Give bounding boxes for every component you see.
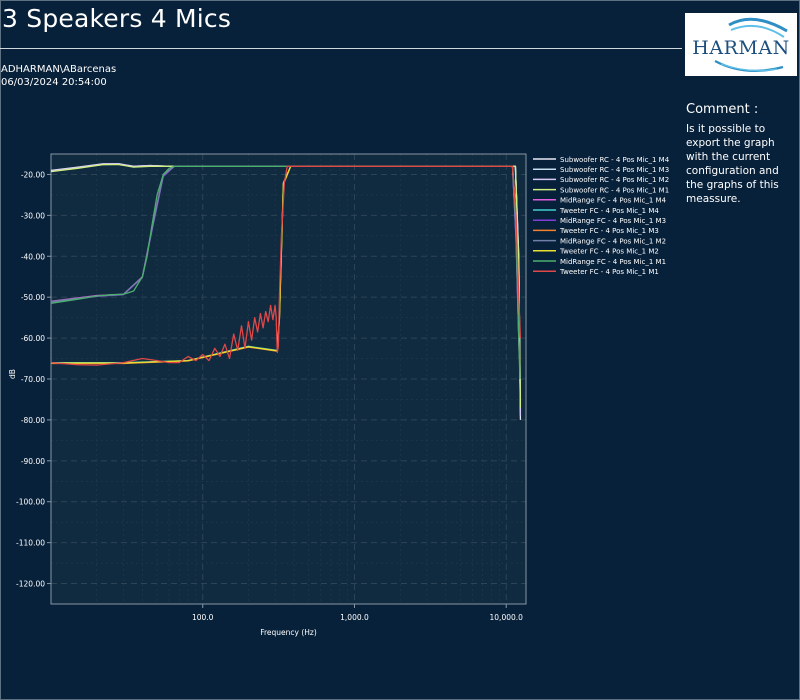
y-tick-label: -110.00 (16, 539, 45, 548)
y-tick-label: -90.00 (21, 457, 45, 466)
report-meta: ADHARMAN\ABarcenas 06/03/2024 20:54:00 (1, 63, 116, 89)
title-divider (0, 48, 682, 49)
x-axis-label: Frequency (Hz) (260, 628, 317, 637)
series-line-12 (50, 165, 522, 366)
logo-swoosh-icon (714, 17, 788, 72)
y-tick-label: -40.00 (21, 252, 45, 261)
x-tick-label: 1,000.0 (340, 613, 369, 622)
legend-label: Tweeter FC - 4 Pos Mic_1 M1 (559, 268, 659, 276)
legend-label: Subwoofer RC - 4 Pos Mic_1 M3 (560, 166, 669, 174)
x-tick-label: 100.0 (192, 613, 214, 622)
legend: Subwoofer RC - 4 Pos Mic_1 M4 Subwoofer R… (533, 156, 670, 276)
tick-labels: -20.00 -30.00 -40.00 -50.00 -60.00 -70.00 -80.… (16, 170, 523, 622)
legend-label: Tweeter FC - 4 Pos Mic_1 M2 (559, 248, 659, 256)
legend-label: MidRange FC - 4 Pos Mic_1 M1 (560, 258, 666, 266)
comment-text: Is it possible to export the graph with … (686, 123, 779, 205)
x-tick-label: 10,000.0 (490, 613, 524, 622)
y-tick-label: -50.00 (21, 293, 45, 302)
y-tick-label: -70.00 (21, 375, 45, 384)
y-tick-label: -60.00 (21, 334, 45, 343)
legend-label: MidRange FC - 4 Pos Mic_1 M4 (560, 197, 667, 205)
axes (47, 153, 527, 608)
page-title: 3 Speakers 4 Mics (2, 4, 232, 33)
legend-label: Subwoofer RC - 4 Pos Mic_1 M2 (560, 176, 669, 184)
grid-lines (51, 154, 526, 605)
y-axis-label: dB (8, 369, 17, 379)
series-lines (50, 163, 522, 420)
y-tick-label: -30.00 (21, 211, 45, 220)
user-name: ADHARMAN\ABarcenas (1, 64, 117, 75)
logo-wordmark: HARMAN (692, 37, 790, 59)
legend-label: MidRange FC - 4 Pos Mic_1 M3 (560, 217, 666, 225)
harman-logo: HARMAN (685, 13, 797, 76)
comment-heading: Comment : (686, 102, 759, 117)
legend-label: Tweeter FC - 4 Pos Mic_1 M4 (559, 207, 659, 215)
legend-label: Subwoofer RC - 4 Pos Mic_1 M1 (560, 186, 669, 194)
y-tick-label: -20.00 (21, 170, 45, 179)
legend-label: Tweeter FC - 4 Pos Mic_1 M3 (559, 227, 659, 235)
legend-label: MidRange FC - 4 Pos Mic_1 M2 (560, 237, 666, 245)
timestamp: 06/03/2024 20:54:00 (1, 77, 107, 88)
y-tick-label: -80.00 (21, 416, 45, 425)
y-tick-label: -120.00 (16, 580, 45, 589)
legend-label: Subwoofer RC - 4 Pos Mic_1 M4 (560, 156, 670, 164)
y-tick-label: -100.00 (16, 498, 45, 507)
